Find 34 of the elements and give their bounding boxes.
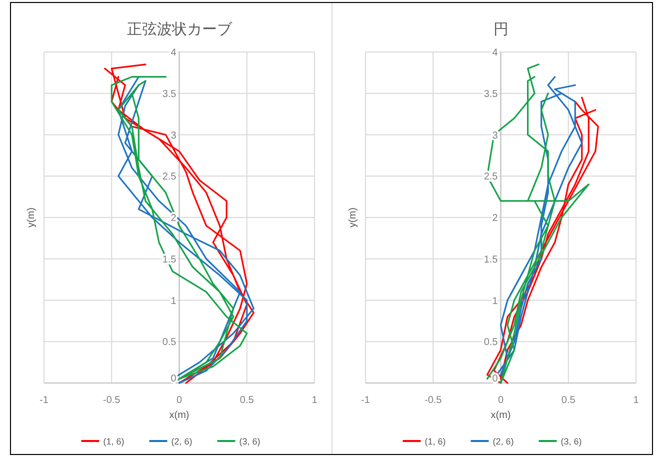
x-axis-title: x(m) xyxy=(169,410,190,421)
y-tick-label: 1 xyxy=(170,296,177,307)
y-tick-label: 1 xyxy=(492,296,498,307)
legend-label: (2, 6) xyxy=(492,436,514,446)
legend-label: (1, 6) xyxy=(424,436,446,446)
y-tick-label: 3.5 xyxy=(484,88,498,100)
y-tick-label: 2.5 xyxy=(162,172,177,183)
y-tick-label: 0.5 xyxy=(162,337,177,348)
legend-label: (2, 6) xyxy=(171,436,192,446)
x-tick-label: -0.5 xyxy=(103,395,121,406)
legend-label: (3, 6) xyxy=(239,436,260,446)
y-tick-label: 4 xyxy=(492,48,498,58)
x-tick-label: -1 xyxy=(40,395,49,406)
y-tick-label: 1.5 xyxy=(484,254,498,266)
y-tick-label: 0.5 xyxy=(484,337,498,348)
y-axis-title: y(m) xyxy=(26,208,37,228)
x-tick-label: 0.5 xyxy=(240,395,254,406)
legend-label: (3, 6) xyxy=(560,436,582,446)
x-tick-label: 1 xyxy=(633,395,640,406)
x-tick-label: 1 xyxy=(312,395,318,406)
y-tick-label: 0 xyxy=(492,374,498,384)
x-tick-label: -1 xyxy=(361,395,370,406)
legend-label: (1, 6) xyxy=(103,436,124,446)
y-tick-label: 3 xyxy=(170,130,177,142)
x-axis-title: x(m) xyxy=(490,410,511,421)
chart-title: 円 xyxy=(493,21,508,38)
y-tick-label: 2 xyxy=(170,213,177,224)
chart-title: 正弦波状カーブ xyxy=(126,21,233,38)
y-axis-title: y(m) xyxy=(348,208,358,228)
y-tick-label: 4 xyxy=(170,48,177,58)
x-tick-label: -0.5 xyxy=(424,395,442,406)
y-tick-label: 3.5 xyxy=(162,88,177,100)
x-tick-label: 0.5 xyxy=(561,395,576,406)
y-tick-label: 2 xyxy=(492,213,498,224)
